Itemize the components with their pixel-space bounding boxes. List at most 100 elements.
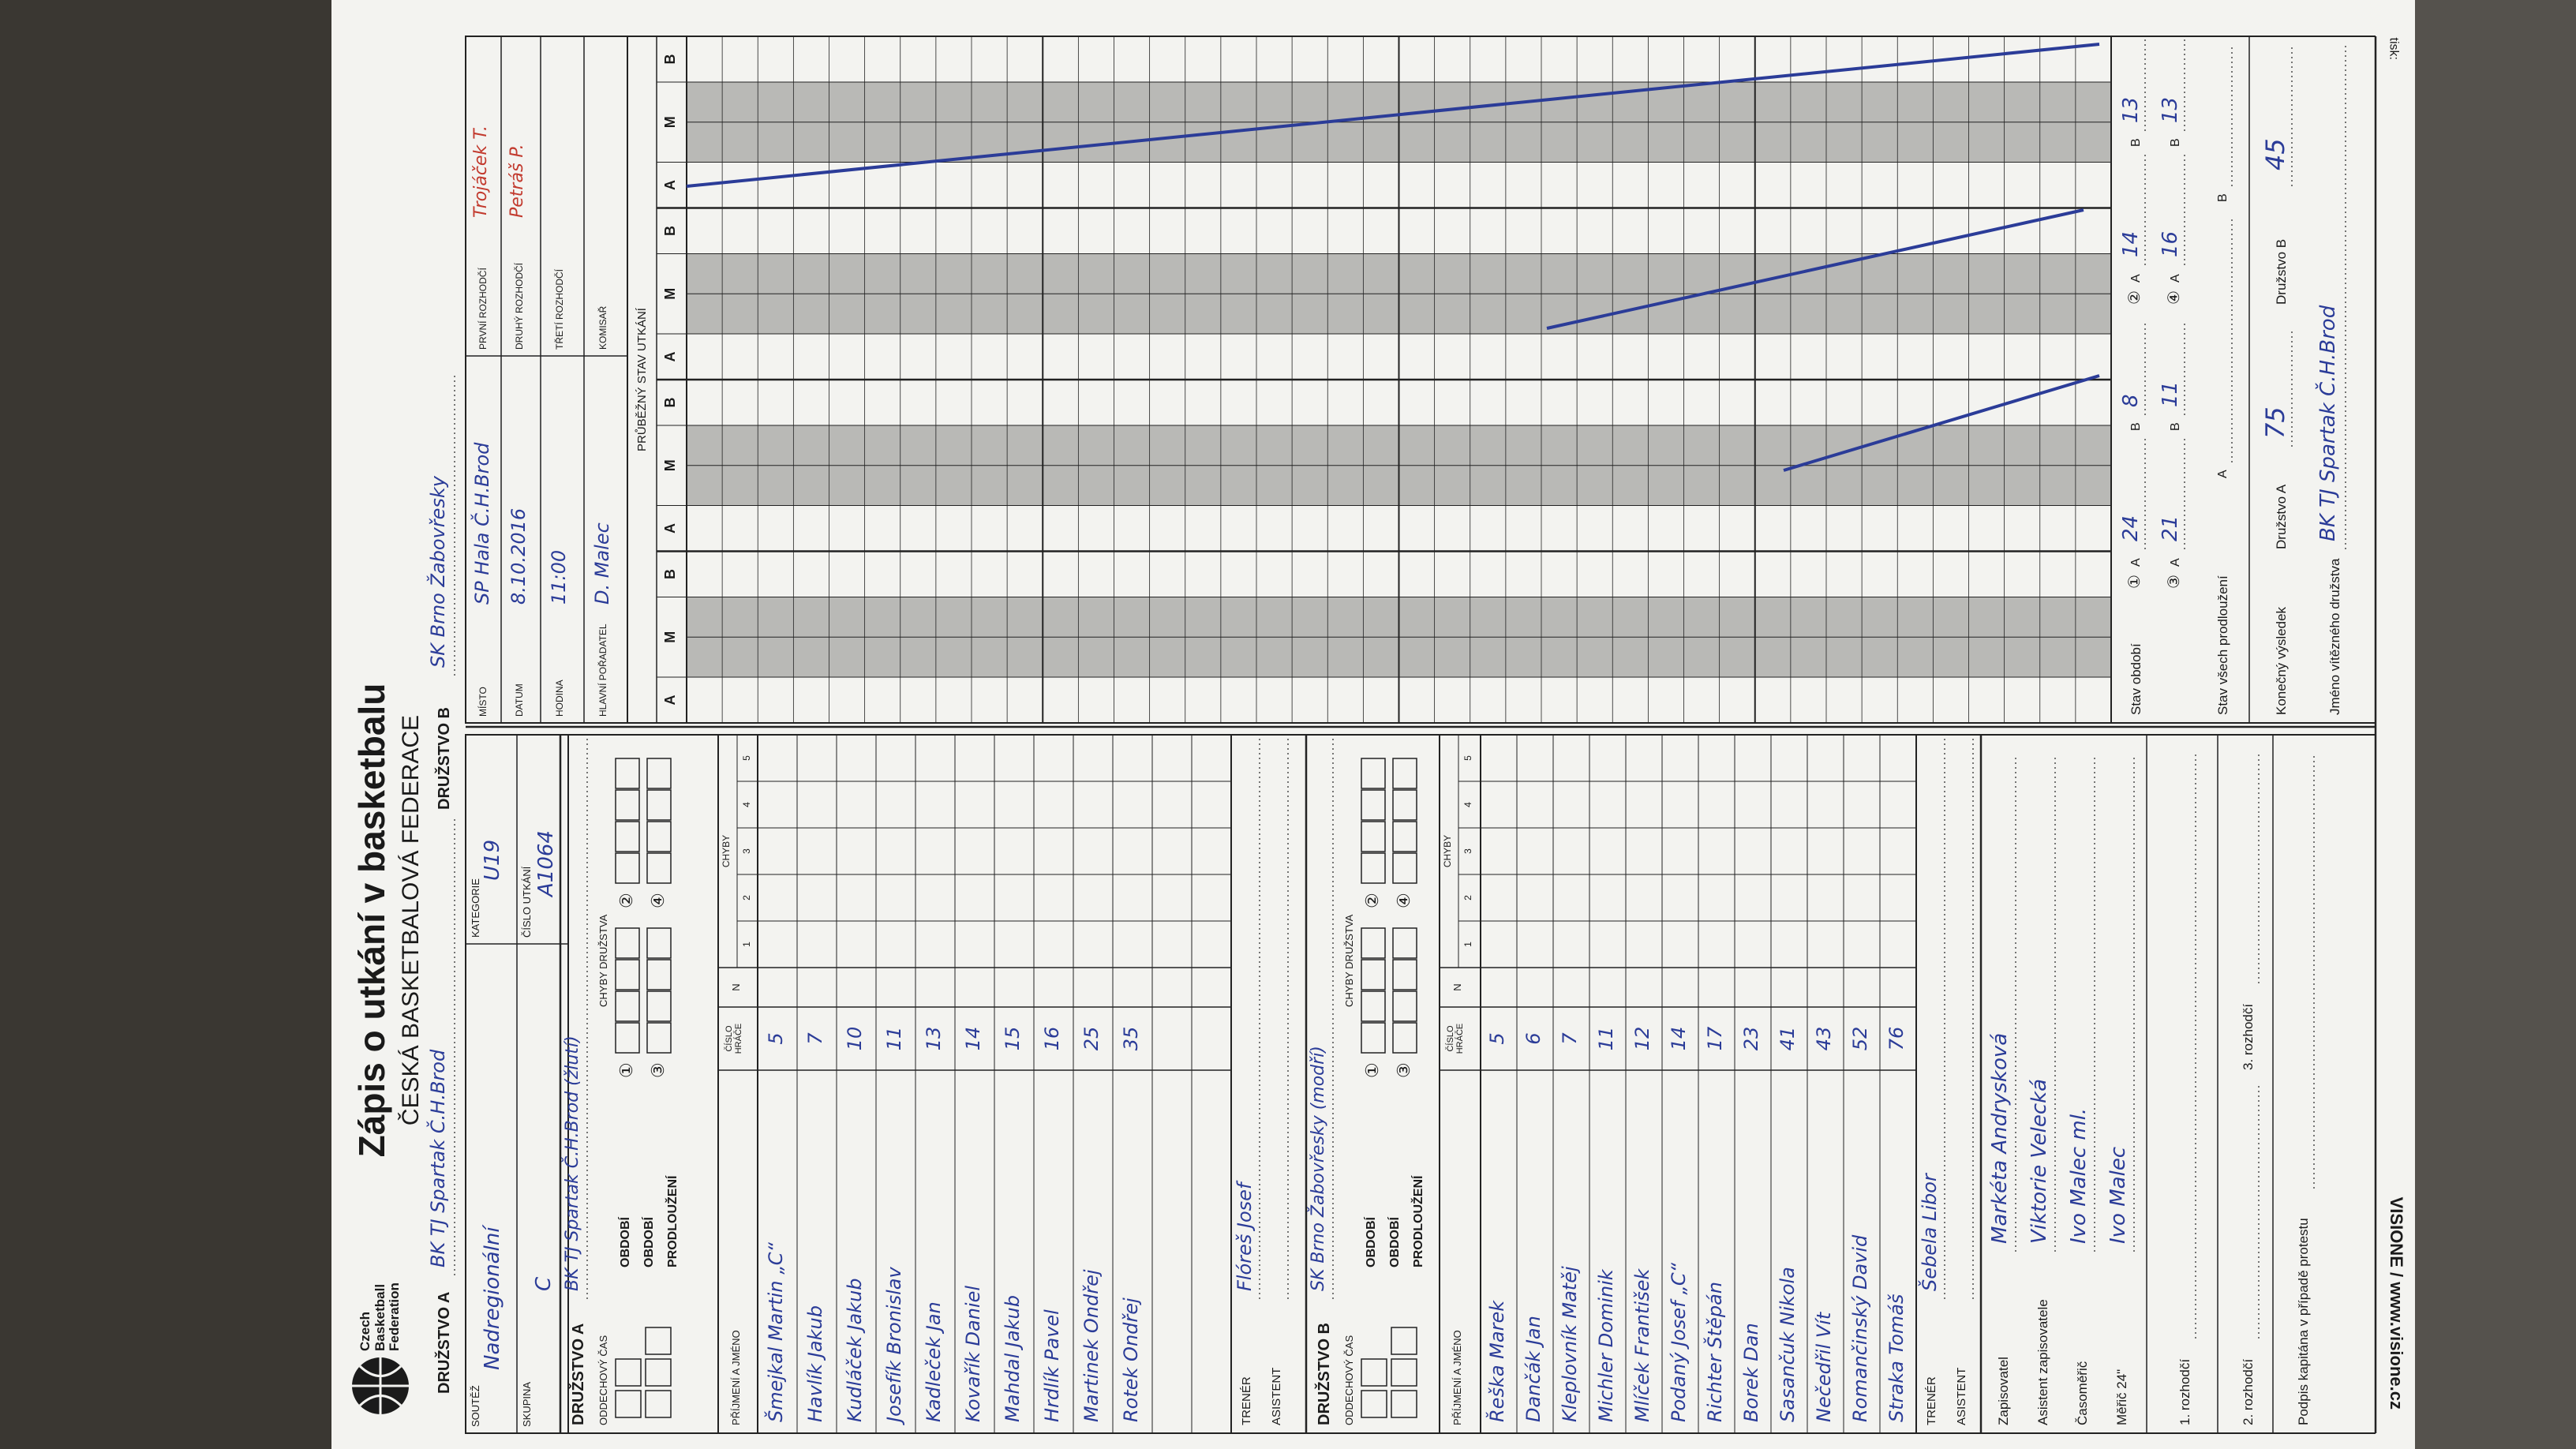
value: A1064 — [534, 830, 558, 897]
period-mark: ③ — [2166, 575, 2183, 589]
player-name: Mahdal Jakub — [1002, 1295, 1024, 1422]
player-number: 16 — [1041, 1026, 1063, 1051]
label: A — [2129, 274, 2143, 283]
box — [1392, 852, 1417, 884]
box — [615, 821, 640, 852]
label: Stav období — [2129, 643, 2144, 715]
box — [1361, 990, 1386, 1022]
player-number: 76 — [1885, 1026, 1908, 1051]
label: Stav všech prodloužení — [2215, 575, 2230, 715]
official-name: Ivo Malec ml. — [2067, 1107, 2091, 1244]
label: B — [662, 226, 678, 236]
label: PRŮBĚŽNÝ STAV UTKÁNÍ — [635, 308, 649, 451]
player-number: 41 — [1777, 1026, 1799, 1051]
box — [1392, 990, 1417, 1022]
box — [1392, 821, 1417, 852]
box — [1361, 789, 1386, 821]
foul-number: 3 — [1462, 848, 1473, 854]
box — [615, 990, 640, 1022]
label: PRODLOUŽENÍ — [666, 1175, 680, 1267]
period-score: 11 — [2159, 380, 2182, 407]
box — [646, 959, 672, 990]
player-name: Hrdlík Pavel — [1041, 1309, 1063, 1422]
box — [1361, 1022, 1386, 1054]
label: A — [2169, 558, 2182, 567]
period-score: 13 — [2119, 96, 2143, 123]
box — [615, 927, 640, 959]
label: Konečný výsledek — [2274, 606, 2289, 715]
print-label: tisk: — [2387, 37, 2401, 60]
label: M — [662, 287, 678, 300]
period-mark: ① — [616, 1062, 636, 1078]
value: 8.10.2016 — [507, 507, 530, 605]
period-mark: ① — [2126, 575, 2144, 589]
footer-brand: VISIONE / www.visione.cz — [2387, 1196, 2407, 1410]
value: U19 — [481, 839, 504, 881]
label: Časoměřič — [2075, 1361, 2090, 1425]
label: 2. rozhodčí — [2241, 1358, 2256, 1425]
player-name: Rotek Ondřej — [1120, 1297, 1142, 1422]
label: DATUM — [514, 683, 525, 717]
box — [1391, 1390, 1417, 1418]
box — [645, 1327, 672, 1355]
official-name: Markéta Andrysková — [1988, 1032, 2012, 1244]
label: KOMISAŘ — [597, 305, 608, 350]
player-number: 23 — [1740, 1026, 1762, 1051]
label: DRUŽSTVO A — [436, 1291, 453, 1394]
player-name: Romančinský David — [1849, 1234, 1871, 1422]
label: Družstvo B — [2274, 238, 2289, 305]
label: OBDOBÍ — [642, 1217, 656, 1267]
label: SOUTĚŽ — [470, 1385, 481, 1427]
period-score: 13 — [2159, 96, 2182, 123]
sheet-lines — [352, 36, 2377, 1434]
final-score: 45 — [2260, 138, 2290, 170]
label: B — [662, 397, 678, 408]
label: ODDECHOVÝ ČAS — [1343, 1335, 1355, 1425]
value: SP Hala Č.H.Brod — [471, 442, 493, 605]
player-name: Dančák Jan — [1522, 1316, 1544, 1422]
label: HLAVNÍ POŘADATEL — [597, 623, 608, 717]
label: PŘÍJMENÍ A JMÉNO — [1451, 1330, 1463, 1425]
label: ČÍSLO UTKÁNÍ — [521, 866, 533, 938]
label: DRUHÝ ROZHODČÍ — [514, 263, 525, 350]
box — [1361, 852, 1386, 884]
label: Družstvo A — [2274, 484, 2289, 549]
foul-number: 1 — [741, 942, 752, 947]
box — [645, 1390, 672, 1418]
player-name: Podaný Josef „C“ — [1668, 1262, 1690, 1422]
player-name: Kadleček Jan — [923, 1301, 945, 1422]
logo-text: Czech Basketball Federation — [358, 1282, 402, 1351]
player-number: 15 — [1002, 1026, 1024, 1051]
period-score: 24 — [2119, 515, 2143, 541]
player-number: 7 — [1559, 1032, 1581, 1045]
final-score: 75 — [2260, 406, 2290, 439]
foul-number: 2 — [741, 895, 752, 900]
label: B — [2129, 422, 2143, 431]
label: OBDOBÍ — [1388, 1217, 1402, 1267]
player-name: Havlík Jakub — [804, 1305, 826, 1422]
label: A — [662, 695, 678, 706]
player-name: Nečedřil Vít — [1813, 1312, 1835, 1422]
label: CHYBY DRUŽSTVA — [597, 914, 609, 1007]
label: OBDOBÍ — [1365, 1217, 1378, 1267]
value: C — [532, 1276, 556, 1291]
player-number: 5 — [765, 1032, 787, 1045]
label: PRVNÍ ROZHODČÍ — [477, 268, 489, 350]
period-mark: ① — [1362, 1062, 1382, 1078]
label: OBDOBÍ — [619, 1217, 632, 1267]
period-score: 16 — [2159, 230, 2182, 257]
label: 1. rozhodčí — [2177, 1358, 2192, 1425]
label: PŘÍJMENÍ A JMÉNO — [730, 1330, 742, 1425]
label: ČÍSLO HRÁČE — [724, 1023, 744, 1054]
box — [615, 758, 640, 789]
label: M — [662, 116, 678, 129]
player-number: 11 — [1595, 1026, 1617, 1051]
box — [646, 758, 672, 789]
team-name: BK TJ Spartak Č.H.Brod (žlutí) — [563, 1035, 582, 1291]
player-name: Josefík Bronislav — [883, 1267, 905, 1422]
label: CHYBY — [1442, 834, 1453, 868]
box — [1391, 1327, 1417, 1355]
value: Trojáček T. — [471, 125, 491, 218]
player-name: Sasančuk Nikola — [1777, 1267, 1799, 1422]
label: A — [662, 180, 678, 190]
